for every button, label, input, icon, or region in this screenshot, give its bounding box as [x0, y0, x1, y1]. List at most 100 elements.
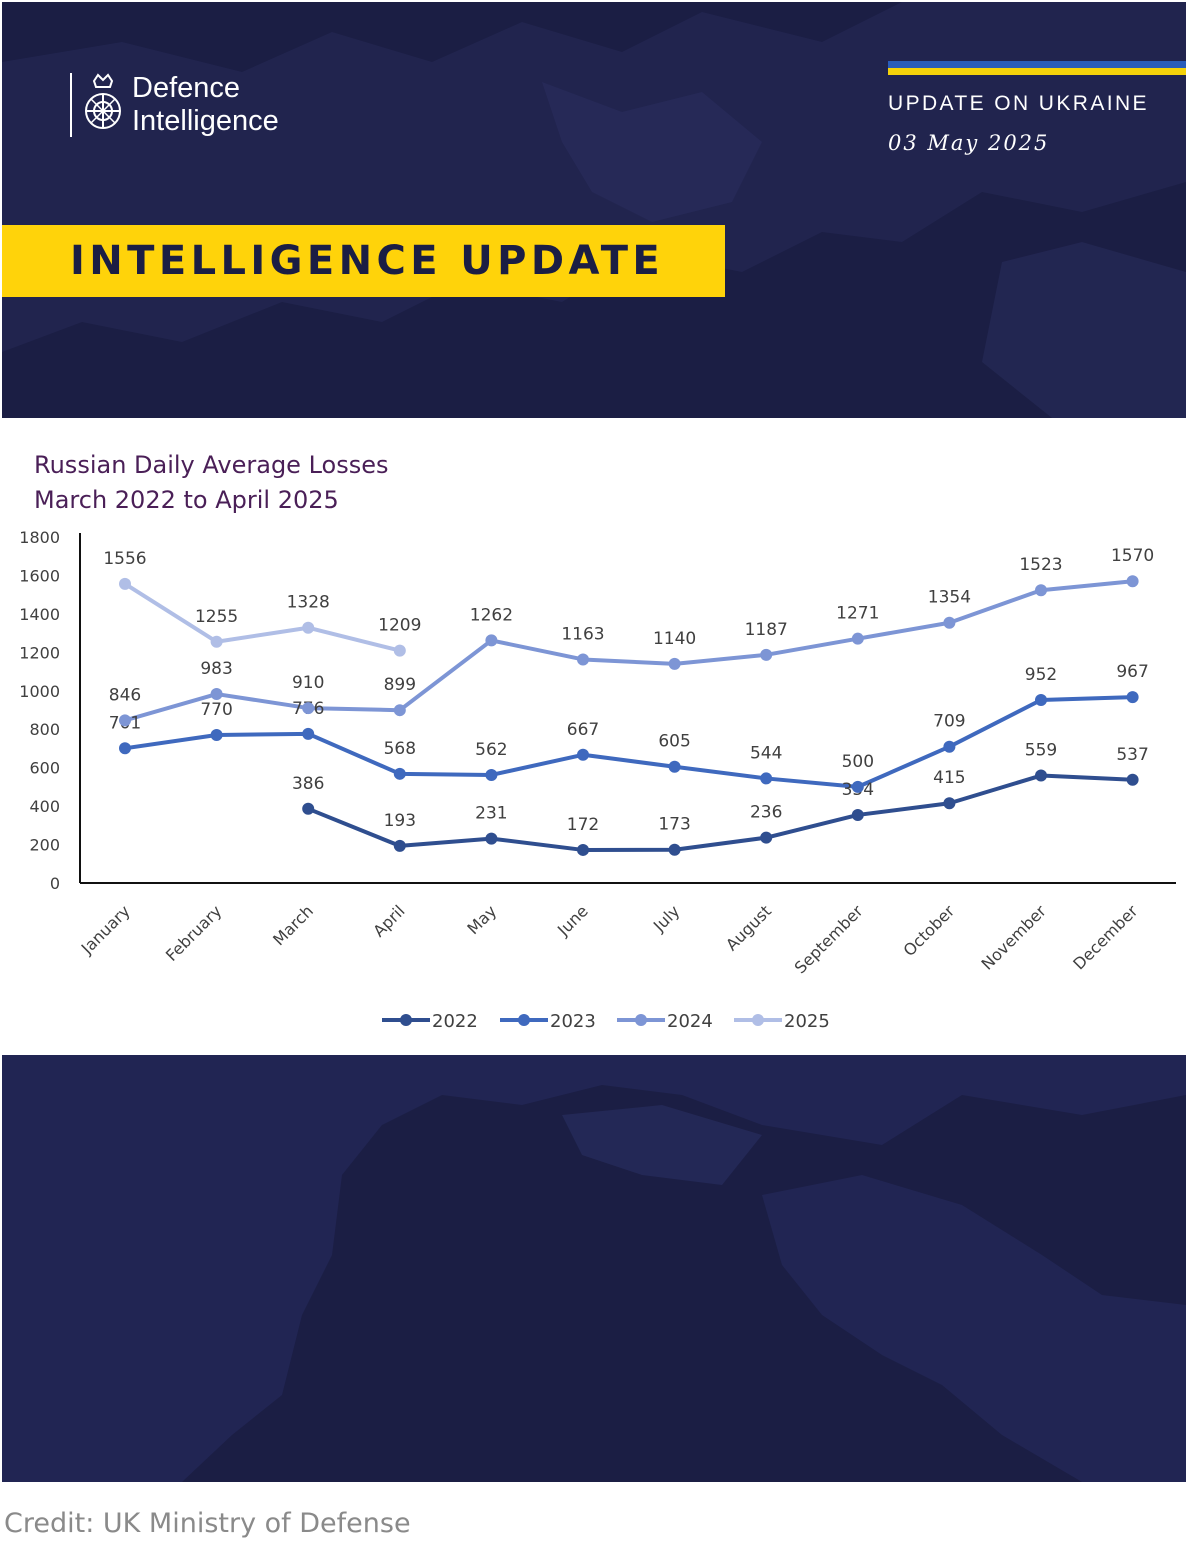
update-date: 03 May 2025 — [888, 131, 1050, 155]
data-label-2023: 562 — [475, 740, 507, 760]
data-label-2023: 605 — [658, 732, 690, 752]
data-label-2024: 1262 — [470, 605, 513, 625]
data-label-2023: 770 — [200, 700, 232, 720]
data-point-2023 — [485, 768, 498, 781]
data-label-2022: 172 — [567, 815, 599, 835]
x-tick-label: June — [553, 901, 592, 940]
data-point-2025 — [302, 621, 315, 634]
legend-label-2025: 2025 — [784, 1011, 830, 1032]
data-label-2022: 415 — [933, 768, 965, 788]
y-tick-label: 1000 — [19, 682, 60, 701]
logo-line2: Intelligence — [132, 105, 279, 137]
crest-icon — [85, 73, 121, 129]
data-label-2024: 983 — [200, 659, 232, 679]
data-label-2024: 899 — [384, 675, 416, 695]
data-point-2025 — [119, 577, 131, 590]
data-label-2022: 193 — [384, 811, 416, 831]
data-point-2023 — [577, 748, 589, 761]
data-label-2024: 1271 — [836, 604, 879, 624]
data-point-2022 — [485, 832, 498, 845]
data-label-2022: 559 — [1025, 741, 1057, 761]
data-label-2022: 231 — [475, 804, 507, 824]
series-line-2025 — [123, 581, 402, 653]
x-tick-label: February — [162, 901, 226, 965]
data-point-2023 — [393, 767, 406, 780]
data-point-2022 — [851, 808, 864, 821]
data-label-2022: 173 — [658, 815, 690, 835]
data-label-2023: 667 — [567, 720, 599, 740]
data-point-2024 — [1126, 575, 1139, 588]
data-label-2025: 1328 — [287, 593, 330, 613]
y-tick-label: 0 — [50, 874, 60, 893]
data-label-2025: 1209 — [378, 616, 421, 636]
intelligence-update-banner: INTELLIGENCE UPDATE — [2, 225, 725, 297]
legend-marker-2024 — [635, 1014, 647, 1026]
x-tick-label: July — [649, 901, 683, 935]
data-point-2022 — [393, 839, 406, 852]
y-tick-label: 1800 — [19, 528, 60, 547]
data-point-2024 — [302, 702, 315, 715]
ukraine-flag-stripe — [888, 61, 1186, 75]
data-label-2024: 910 — [292, 673, 324, 693]
data-label-2023: 709 — [933, 712, 965, 732]
legend-label-2024: 2024 — [667, 1011, 713, 1032]
footer-map-panel — [2, 1055, 1186, 1482]
data-point-2023 — [210, 728, 223, 741]
x-tick-label: December — [1069, 901, 1141, 973]
data-point-2022 — [943, 797, 956, 810]
series-line-2022 — [306, 773, 1135, 852]
data-label-2024: 1187 — [745, 620, 788, 640]
y-tick-label: 200 — [29, 836, 60, 855]
data-point-2022 — [1126, 773, 1139, 786]
x-tick-label: September — [791, 901, 867, 977]
map-background-bottom — [2, 1055, 1186, 1482]
data-label-2024: 846 — [109, 685, 141, 705]
series-line-2024 — [123, 579, 1135, 723]
data-label-2024: 1354 — [928, 588, 971, 608]
chart-title: Russian Daily Average Losses March 2022 … — [34, 448, 388, 518]
legend-marker-2023 — [518, 1014, 530, 1026]
y-tick-label: 600 — [29, 759, 60, 778]
data-point-2024 — [760, 648, 773, 661]
data-point-2025 — [210, 635, 223, 648]
data-label-2023: 500 — [842, 752, 874, 772]
data-label-2022: 386 — [292, 774, 324, 794]
data-label-2023: 544 — [750, 743, 782, 763]
data-label-2025: 1255 — [195, 607, 238, 627]
data-point-2024 — [485, 634, 498, 647]
logo-text: Defence Intelligence — [132, 72, 279, 138]
data-point-2023 — [668, 760, 681, 773]
data-point-2022 — [760, 831, 773, 844]
chart-title-line2: March 2022 to April 2025 — [34, 486, 339, 514]
data-point-2022 — [668, 843, 681, 856]
data-point-2025 — [393, 644, 406, 657]
data-point-2023 — [119, 742, 131, 755]
y-tick-label: 800 — [29, 720, 60, 739]
data-label-2024: 1163 — [561, 624, 604, 644]
data-point-2024 — [851, 632, 864, 645]
y-tick-label: 1400 — [19, 605, 60, 624]
y-tick-label: 1200 — [19, 643, 60, 662]
data-label-2024: 1570 — [1111, 546, 1154, 566]
logo-line1: Defence — [132, 72, 241, 104]
data-label-2023: 568 — [384, 739, 416, 759]
data-label-2022: 537 — [1116, 745, 1148, 765]
data-point-2024 — [1035, 584, 1047, 597]
data-point-2023 — [1035, 694, 1047, 707]
chart-title-line1: Russian Daily Average Losses — [34, 451, 389, 479]
logo-divider — [70, 73, 72, 137]
line-chart: 0 200 400 600 800 1000 1200 1400 1600 1800 January… — [19, 528, 1176, 1032]
x-tick-label: October — [900, 901, 959, 960]
legend-marker-2025 — [752, 1014, 764, 1026]
data-point-2022 — [577, 843, 589, 856]
x-tick-label: May — [463, 901, 500, 938]
data-point-2024 — [668, 657, 681, 670]
data-label-2023: 952 — [1025, 665, 1057, 685]
data-label-2022: 236 — [750, 803, 782, 823]
data-point-2024 — [210, 688, 223, 701]
data-point-2022 — [1035, 769, 1047, 782]
legend-label-2023: 2023 — [550, 1011, 596, 1032]
x-tick-label: August — [722, 901, 775, 954]
data-label-2025: 1556 — [103, 549, 146, 569]
data-point-2023 — [1126, 691, 1139, 704]
